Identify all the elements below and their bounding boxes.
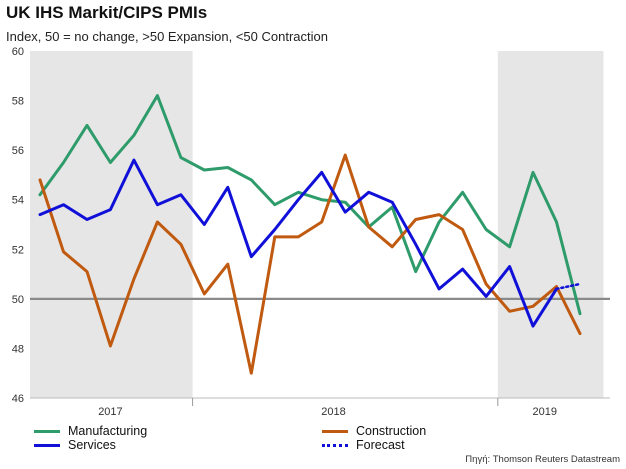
- y-tick-label-60: 60: [12, 46, 24, 58]
- legend-swatch-manufacturing: [34, 429, 60, 433]
- x-tick-label-2017: 2017: [98, 406, 122, 418]
- legend-label-construction: Construction: [356, 424, 427, 438]
- legend-services: Services: [34, 438, 116, 452]
- legend-label-manufacturing: Manufacturing: [68, 424, 148, 438]
- y-tick-label-52: 52: [12, 244, 24, 256]
- legend-swatch-services: [34, 443, 60, 447]
- legend-label-forecast: Forecast: [356, 438, 405, 452]
- y-tick-label-48: 48: [12, 343, 24, 355]
- series-line-manufacturing: [38, 94, 582, 316]
- legend-label-services: Services: [68, 438, 116, 452]
- chart-subtitle: Index, 50 = no change, >50 Expansion, <5…: [6, 29, 328, 44]
- y-tick-label-56: 56: [12, 145, 24, 157]
- legend-forecast: Forecast: [322, 438, 405, 452]
- shaded-region-2: [497, 51, 604, 398]
- x-tick-label-2018: 2018: [321, 406, 345, 418]
- legend-swatch-forecast: [322, 443, 348, 447]
- x-tick-label-2019: 2019: [533, 406, 557, 418]
- y-tick-label-58: 58: [12, 96, 24, 108]
- series-line-construction: [38, 153, 582, 375]
- chart-title: UK IHS Markit/CIPS PMIs: [6, 3, 208, 22]
- legend-construction: Construction: [322, 424, 426, 438]
- y-tick-label-46: 46: [12, 393, 24, 405]
- source-note: Πηγή: Thomson Reuters Datastream: [465, 454, 620, 465]
- legend-manufacturing: Manufacturing: [34, 424, 147, 438]
- series-line-services: [38, 158, 558, 328]
- legend-swatch-construction: [322, 429, 348, 433]
- y-tick-label-54: 54: [12, 195, 24, 207]
- series-line-forecast: [555, 282, 582, 291]
- y-tick-label-50: 50: [12, 294, 24, 306]
